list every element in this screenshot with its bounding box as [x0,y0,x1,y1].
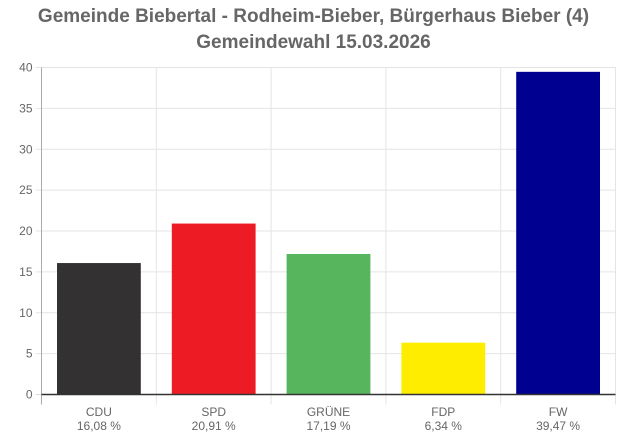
y-tick-label: 40 [19,61,33,75]
y-tick-label: 0 [26,388,33,402]
bar-fdp [401,342,486,395]
value-label: 6,34 % [425,419,463,433]
chart-subtitle: Gemeindewahl 15.03.2026 [196,32,431,53]
x-tick-label: FDP [431,405,455,419]
bar-spd [171,223,256,395]
bar-grüne [286,253,371,395]
y-tick-label: 25 [19,183,33,197]
y-tick-label: 15 [19,265,33,279]
y-tick-label: 20 [19,224,33,238]
chart-title: Gemeinde Biebertal - Rodheim-Bieber, Bür… [37,6,590,27]
y-tick-label: 5 [26,347,33,361]
x-tick-label: GRÜNE [307,405,350,419]
value-label: 20,91 % [192,419,236,433]
value-label: 39,47 % [536,419,580,433]
y-tick-label: 10 [19,306,33,320]
x-tick-label: SPD [201,405,226,419]
x-tick-label: FW [549,405,568,419]
value-label: 16,08 % [77,419,121,433]
x-tick-label: CDU [86,405,112,419]
y-tick-label: 35 [19,101,33,115]
value-label: 17,19 % [306,419,350,433]
y-tick-label: 30 [19,142,33,156]
bar-cdu [57,263,141,395]
bar-fw [516,71,600,395]
